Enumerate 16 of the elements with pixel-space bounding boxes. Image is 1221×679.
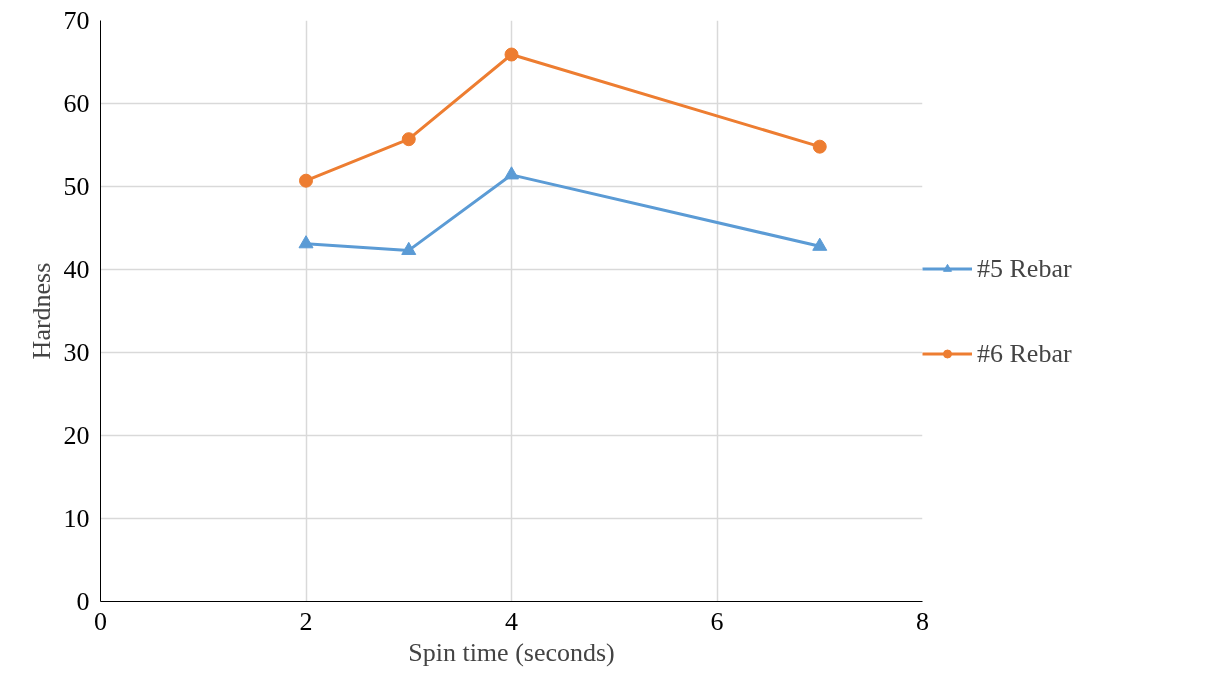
x-tick-label: 8: [916, 606, 929, 636]
y-tick-label: 30: [63, 338, 90, 367]
y-axis-title: Hardness: [26, 262, 56, 360]
y-tick-label: 40: [63, 255, 90, 284]
x-axis-title: Spin time (seconds): [408, 637, 615, 667]
y-tick-label: 60: [63, 89, 90, 118]
y-tick-label: 0: [76, 587, 90, 616]
legend-label: #5 Rebar: [977, 253, 1072, 283]
y-tick-label: 70: [63, 6, 90, 35]
legend-label: #6 Rebar: [977, 338, 1072, 368]
x-tick-label: 2: [299, 606, 313, 636]
x-tick-label: 6: [710, 606, 724, 636]
x-tick-label: 4: [505, 606, 518, 636]
y-tick-label: 10: [63, 504, 90, 533]
y-tick-label: 50: [63, 172, 90, 201]
y-tick-label: 20: [63, 421, 90, 450]
